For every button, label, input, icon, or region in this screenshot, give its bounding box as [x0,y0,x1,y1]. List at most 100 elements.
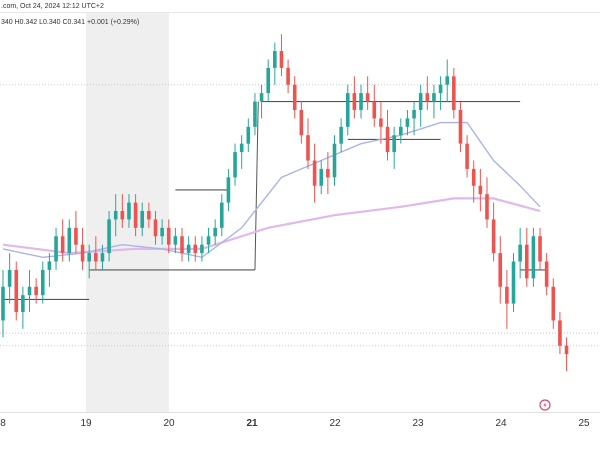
candle [326,152,330,195]
x-tick-label: 22 [329,418,341,429]
candle-body [140,211,145,228]
candle-body [239,143,244,153]
candle [418,84,423,127]
candle [524,227,529,287]
x-tick-label: 21 [246,418,258,429]
candle-body [332,143,337,178]
candle [452,67,456,119]
candle-body [153,219,158,237]
candle-body [160,227,164,237]
candle-body [34,286,38,296]
candle-body [538,236,542,262]
candle-body [226,177,231,203]
candle [339,118,343,153]
candle [306,118,310,169]
candle [511,253,516,313]
candle [226,168,231,211]
candle-body [173,236,178,245]
chart-source-text: .com, Oct 24, 2024 12:12 UTC+2 [1,3,104,10]
ohlc-readout: 340 H0.342 L0.340 C0.341 +0.001 (+0.29%) [1,19,139,26]
logo-ring [539,399,551,411]
candle-body [54,236,58,262]
candle [133,194,138,237]
candle [87,244,91,279]
candle-body [345,93,350,127]
candle-body [558,320,562,346]
candle-body [193,244,198,254]
candle [47,253,52,287]
candle-body [246,126,251,144]
candle [564,337,569,371]
candle [166,219,171,254]
candle-body [319,168,324,186]
candle [365,76,370,110]
candle-body [485,194,489,220]
candle-body [544,261,549,287]
candle-body [14,269,19,313]
candle [372,84,377,127]
candle-body [524,244,529,279]
candle [160,219,164,245]
candle-body [418,93,423,110]
candle [180,227,184,262]
tradingview-logo-icon[interactable] [539,399,551,411]
candle-body [27,286,32,296]
candle-body [7,269,12,287]
candle [266,59,270,102]
candle [54,227,58,270]
candle [213,219,217,245]
candle [345,84,350,136]
candle [14,261,19,321]
candle [193,236,198,262]
candle-body [107,219,111,254]
candle-body [405,118,410,127]
candle-body [359,93,363,110]
candle-body [491,219,496,254]
candle [186,236,191,262]
candle [100,244,105,270]
candle [140,202,145,237]
candle-body [127,202,131,220]
candle [239,135,244,169]
candle [432,84,436,119]
candle-body [279,51,284,68]
candle-body [425,93,430,102]
candle [120,194,125,228]
candle [412,101,416,136]
candle-body [21,295,25,313]
candle [153,211,158,245]
candle [458,101,463,153]
x-tick-label: 8 [0,418,6,429]
candle [292,76,297,119]
level-step-connector [254,101,259,270]
candle [40,261,45,304]
candle [74,211,78,254]
candle [558,312,562,355]
candle [471,160,476,203]
candle [544,253,549,296]
candle-body [432,93,436,102]
candle-body [511,261,516,304]
candle-body [253,101,257,127]
candle-body [213,227,217,237]
candle-body [518,244,522,262]
candle [200,236,204,262]
candle-body [445,76,450,85]
candle-body [306,135,310,161]
candle [273,42,277,85]
candle-body [365,93,370,102]
candle [425,76,430,110]
candle [299,101,304,144]
candle-body [379,118,383,127]
x-tick-label: 25 [578,418,590,429]
candle-body [498,253,503,287]
candle-body [113,211,118,220]
candle-body [478,185,483,195]
candle-body [219,202,224,228]
candle-body [40,269,45,296]
candle [147,202,151,228]
candle [113,194,118,237]
candle [279,34,284,77]
candle-body [233,152,237,178]
